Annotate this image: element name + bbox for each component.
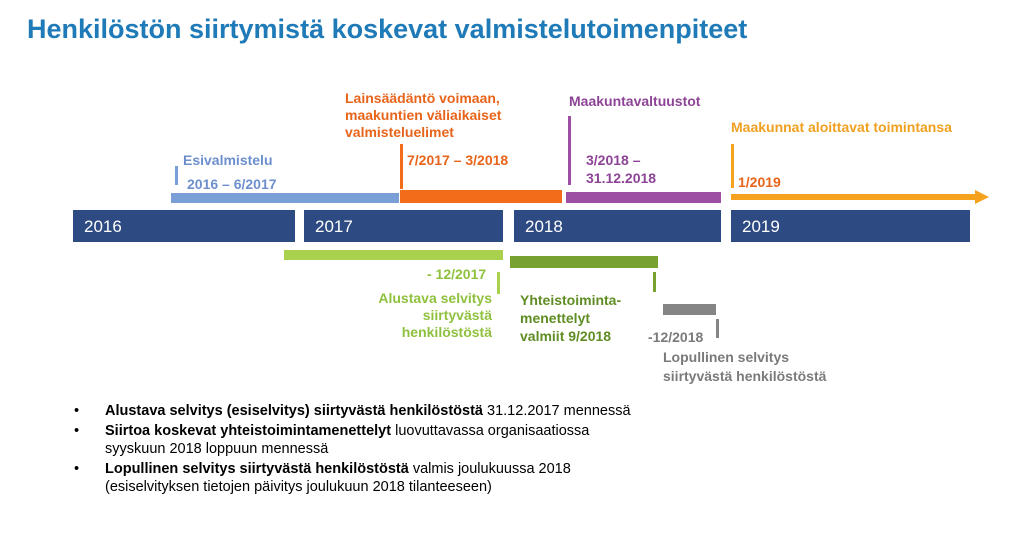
maakunnat-arrow-shaft	[731, 194, 977, 200]
note-item: • Lopullinen selvitys siirtyvästä henkil…	[74, 460, 631, 496]
maakunnat-period: 1/2019	[738, 174, 781, 190]
maakunnat-arrow	[731, 190, 989, 204]
note-bold: Siirtoa koskevat yhteistoimintamenettely…	[105, 423, 392, 439]
lopullinen-label-2: siirtyvästä henkilöstöstä	[663, 368, 827, 384]
maakuntavaltuustot-tick	[568, 116, 571, 185]
lopullinen-tick	[716, 319, 719, 338]
lopullinen-bar	[663, 304, 716, 315]
maakuntavaltuustot-label: Maakuntavaltuustot	[569, 93, 701, 109]
maakunnat-tick	[731, 144, 734, 188]
lainsaadanto-label-3: valmisteluelimet	[345, 124, 454, 140]
note-item: • Alustava selvitys (esiselvitys) siirty…	[74, 402, 631, 420]
esivalmistelu-tick	[175, 166, 178, 185]
page-title: Henkilöstön siirtymistä koskevat valmist…	[27, 14, 748, 44]
bullet-icon: •	[74, 423, 80, 439]
year-2017: 2017	[304, 210, 503, 242]
alustava-tick	[497, 272, 500, 294]
year-2018: 2018	[514, 210, 721, 242]
esivalmistelu-bar	[171, 193, 399, 203]
alustava-period: - 12/2017	[427, 266, 487, 282]
year-2019: 2019	[731, 210, 970, 242]
yhteistoiminta-tick	[653, 272, 656, 292]
maakunnat-label: Maakunnat aloittavat toimintansa	[731, 119, 952, 135]
yhteistoiminta-label-1: Yhteistoiminta-	[520, 292, 622, 308]
note-text: 31.12.2017 mennessä	[483, 403, 631, 419]
note-text-cont: (esiselvityksen tietojen päivitys jouluk…	[105, 479, 492, 495]
yhteistoiminta-label-3: valmiit 9/2018	[520, 328, 612, 344]
maakuntavaltuustot-bar	[566, 192, 721, 203]
esivalmistelu-period: 2016 – 6/2017	[187, 176, 277, 192]
note-text-cont: syyskuun 2018 loppuun mennessä	[105, 441, 329, 457]
notes-list: • Alustava selvitys (esiselvitys) siirty…	[74, 402, 631, 498]
maakuntavaltuustot-period-1: 3/2018 –	[586, 152, 641, 168]
lainsaadanto-bar	[400, 190, 562, 203]
lopullinen-period: -12/2018	[648, 329, 704, 345]
lainsaadanto-label-2: maakuntien väliaikaiset	[345, 107, 502, 123]
maakunnat-arrow-head	[975, 190, 989, 204]
year-2016: 2016	[73, 210, 295, 242]
alustava-label-3: henkilöstöstä	[401, 324, 492, 340]
lainsaadanto-period: 7/2017 – 3/2018	[407, 152, 509, 168]
yhteistoiminta-label-2: menettelyt	[520, 310, 591, 326]
alustava-bar	[284, 250, 503, 260]
lainsaadanto-tick	[400, 144, 403, 189]
note-item: • Siirtoa koskevat yhteistoimintamenette…	[74, 422, 631, 458]
lainsaadanto-label-1: Lainsäädäntö voimaan,	[345, 90, 500, 106]
esivalmistelu-label: Esivalmistelu	[183, 152, 273, 168]
note-text: luovuttavassa organisaatiossa	[391, 423, 590, 439]
alustava-label-1: Alustava selvitys	[378, 290, 492, 306]
note-text: valmis joulukuussa 2018	[408, 461, 571, 477]
note-bold: Alustava selvitys (esiselvitys) siirtyvä…	[105, 403, 483, 419]
alustava-label-2: siirtyvästä	[422, 307, 492, 323]
maakuntavaltuustot-period-2: 31.12.2018	[586, 170, 657, 186]
note-bold: Lopullinen selvitys siirtyvästä henkilös…	[105, 461, 409, 477]
yhteistoiminta-bar	[510, 256, 658, 268]
bullet-icon: •	[74, 461, 80, 477]
lopullinen-label-1: Lopullinen selvitys	[663, 349, 790, 365]
bullet-icon: •	[74, 403, 80, 419]
